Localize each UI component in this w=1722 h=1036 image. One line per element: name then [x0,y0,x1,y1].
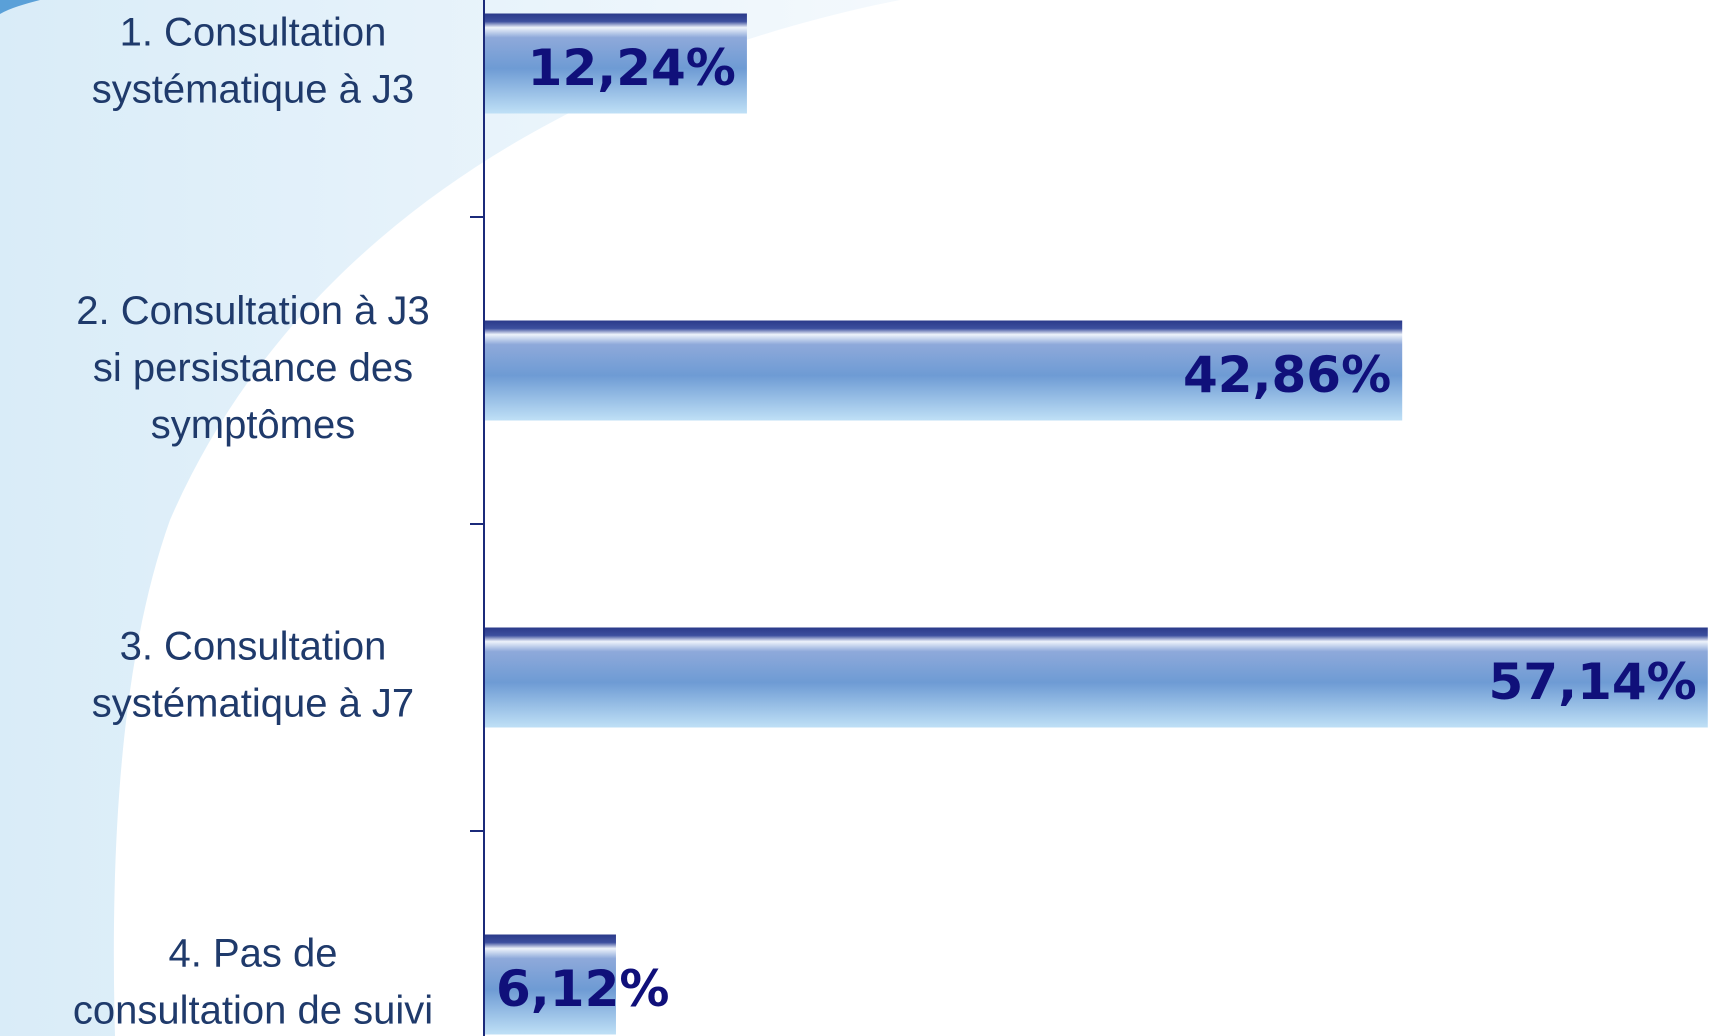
bar [485,627,1708,728]
value-label: 57,14% [1489,653,1697,711]
category-label: consultation de suivi [73,989,433,1033]
bar [485,13,747,114]
category-label: systématique à J7 [92,682,414,726]
category-label: si persistance des [93,346,413,390]
value-label: 12,24% [528,39,736,97]
background-swoosh [0,0,900,1036]
value-label: 42,86% [1183,346,1391,404]
category-label: systématique à J3 [92,68,414,112]
bar [485,934,616,1035]
background-accent [0,0,40,14]
category-label: symptômes [151,403,356,447]
value-label: 6,12% [496,960,669,1018]
category-label: 3. Consultation [120,625,387,669]
category-label: 2. Consultation à J3 [76,289,430,333]
bar [485,320,1403,421]
plot: 12,24% 1. Consultation systématique à J3 42… [73,11,1708,1035]
category-label: 4. Pas de [168,932,337,976]
category-label: 1. Consultation [120,11,387,55]
